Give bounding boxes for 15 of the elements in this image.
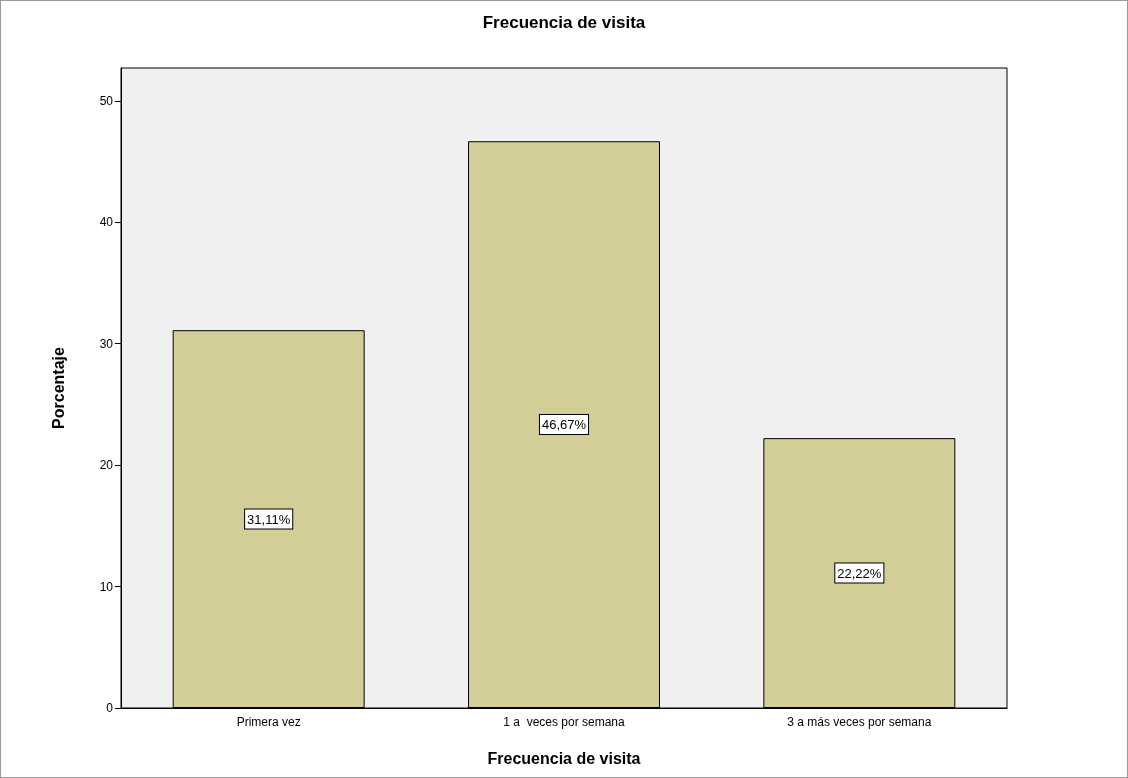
x-tick-label: 1 a veces por semana — [503, 715, 626, 729]
data-label: 22,22% — [837, 565, 882, 581]
chart-title: Frecuencia de visita — [482, 13, 646, 32]
data-label: 31,11% — [247, 511, 291, 527]
y-tick-label: 10 — [99, 579, 114, 594]
y-tick-label: 20 — [99, 458, 114, 473]
y-axis-title: Porcentaje — [49, 346, 67, 429]
x-tick-label: 3 a más veces por semana — [787, 715, 932, 729]
y-tick-label: 0 — [106, 701, 114, 715]
y-tick-label: 30 — [99, 336, 114, 351]
y-tick-label: 50 — [99, 93, 114, 108]
y-tick-label: 40 — [99, 215, 114, 230]
data-label: 46,67% — [541, 417, 587, 433]
x-axis-title: Frecuencia de visita — [487, 749, 641, 767]
x-tick-label: Primera vez — [236, 715, 301, 729]
